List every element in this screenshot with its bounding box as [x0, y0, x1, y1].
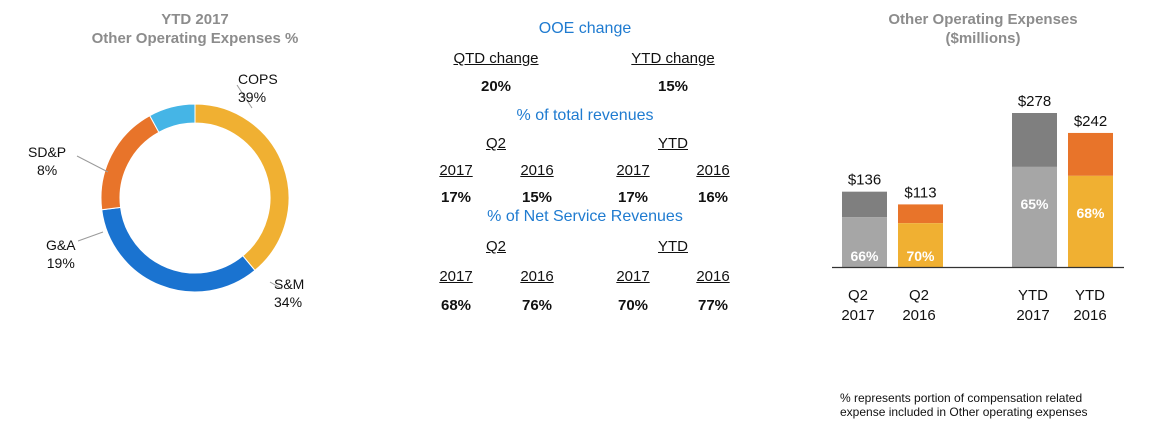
bar-total-label: $136 — [848, 172, 881, 189]
leader-line — [269, 281, 283, 290]
bar-segment-compensation — [842, 217, 887, 267]
donut-title: YTD 2017 Other Operating Expenses % — [40, 10, 350, 48]
ytd-change-value: 15% — [657, 78, 689, 95]
slice-label-sm: S&M 34% — [274, 276, 305, 310]
total-rev-year: 2016 — [696, 162, 730, 179]
total-revenues-title: % of total revenues — [516, 107, 654, 124]
bar-pct-label: 65% — [1020, 196, 1049, 212]
slice-label-ga: G&A 19% — [46, 237, 76, 271]
total-rev-value: 15% — [521, 189, 553, 206]
net-service-revenues-title: % of Net Service Revenues — [487, 208, 683, 225]
bar-total-label: $113 — [904, 184, 936, 201]
x-category-label: YTD 2016 — [1073, 287, 1107, 324]
total-rev-value: 16% — [697, 189, 729, 206]
net-rev-value: 68% — [440, 297, 472, 314]
bar-chart-title: Other Operating Expenses ($millions) — [835, 10, 1131, 48]
bar-pct-label: 70% — [906, 248, 935, 264]
qtd-change-value: 20% — [480, 78, 512, 95]
net-rev-value: 70% — [617, 297, 649, 314]
total-rev-value: 17% — [440, 189, 472, 206]
bar-pct-label: 68% — [1076, 205, 1105, 221]
donut-title-line2: Other Operating Expenses % — [91, 30, 299, 47]
donut-title-line1: YTD 2017 — [161, 11, 229, 28]
stacked-bar-chart: 66% $136 70% $113 65% $278 68% $242 — [832, 93, 1124, 269]
bar-title-line2: ($millions) — [945, 30, 1021, 47]
bar-segment-compensation — [1012, 166, 1057, 267]
donut-chart — [76, 84, 290, 293]
total-rev-year: 2017 — [439, 162, 473, 179]
x-category-label: YTD 2017 — [1016, 287, 1050, 324]
bar-pct-label: 66% — [850, 248, 879, 264]
x-category-label: Q2 2017 — [841, 287, 875, 324]
net-rev-year: 2016 — [696, 268, 730, 285]
leader-line — [236, 84, 253, 109]
total-rev-year: 2016 — [520, 162, 554, 179]
x-category-label: Q2 2016 — [902, 287, 936, 324]
net-rev-value: 77% — [697, 297, 729, 314]
net-rev-year: 2016 — [520, 268, 554, 285]
total-rev-value: 17% — [617, 189, 649, 206]
ooe-change-title: OOE change — [538, 20, 632, 37]
slice-label-cops: COPS 39% — [238, 71, 278, 105]
footnote-line2: expense included in Other operating expe… — [840, 405, 1088, 419]
bar-segment-other — [842, 191, 887, 218]
total-rev-year: 2017 — [616, 162, 650, 179]
net-rev-ytd-header: YTD — [658, 238, 688, 255]
footnote-line1: % represents portion of compensation rel… — [840, 391, 1083, 405]
net-rev-q2-header: Q2 — [485, 238, 506, 255]
bar-segment-compensation — [898, 223, 943, 267]
donut-slice-sdp — [149, 103, 196, 133]
net-rev-year: 2017 — [439, 268, 473, 285]
leader-line — [77, 231, 104, 242]
qtd-change-label: QTD change — [453, 50, 539, 67]
bar-total-label: $278 — [1018, 93, 1051, 110]
ytd-change-label: YTD change — [631, 50, 715, 67]
total-rev-q2-header: Q2 — [485, 135, 506, 152]
slice-label-sdp: SD&P 8% — [28, 144, 67, 178]
bar-title-line1: Other Operating Expenses — [888, 11, 1078, 28]
net-rev-value: 76% — [521, 297, 553, 314]
bar-segment-other — [1012, 113, 1057, 167]
total-rev-ytd-header: YTD — [658, 135, 688, 152]
leader-line — [76, 155, 109, 173]
bar-total-label: $242 — [1074, 113, 1107, 130]
bar-segment-other — [1068, 132, 1113, 176]
footnote: % represents portion of compensation rel… — [840, 391, 1088, 419]
net-rev-year: 2017 — [616, 268, 650, 285]
bar-segment-compensation — [1068, 175, 1113, 267]
bar-segment-other — [898, 204, 943, 224]
